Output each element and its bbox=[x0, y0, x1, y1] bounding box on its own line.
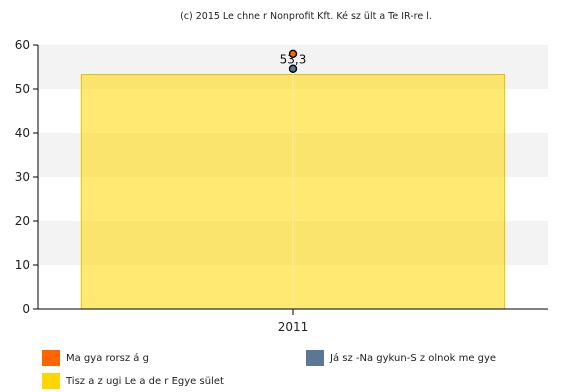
y-tick-label: 60 bbox=[15, 38, 30, 52]
legend-item-hungary: Ma gya rorsz á g bbox=[42, 350, 149, 366]
y-tick-label: 10 bbox=[15, 258, 30, 272]
legend-label: Já sz -Na gykun-S z olnok me gye bbox=[330, 352, 497, 364]
legend: Ma gya rorsz á g Já sz -Na gykun-S z oln… bbox=[42, 347, 542, 391]
legend-swatch bbox=[42, 350, 60, 366]
point bbox=[288, 49, 298, 58]
legend-swatch bbox=[306, 350, 324, 366]
y-tick-label: 0 bbox=[22, 302, 30, 316]
legend-swatch bbox=[42, 373, 60, 389]
x-tick-label: 2011 bbox=[278, 320, 309, 334]
legend-item-county: Já sz -Na gykun-S z olnok me gye bbox=[306, 350, 496, 366]
legend-item-leader: Tisz a z ugi Le a de r Egye sület bbox=[42, 373, 224, 389]
y-tick-label: 20 bbox=[15, 214, 30, 228]
point bbox=[288, 64, 298, 73]
points: 53,3 bbox=[280, 49, 307, 73]
bar bbox=[80, 73, 506, 310]
y-axis: 0 10 20 30 40 50 60 bbox=[15, 38, 39, 316]
data-label: 53,3 bbox=[280, 52, 307, 66]
y-tick-label: 30 bbox=[15, 170, 30, 184]
legend-label: Ma gya rorsz á g bbox=[66, 352, 149, 364]
y-tick-label: 50 bbox=[15, 82, 30, 96]
legend-label: Tisz a z ugi Le a de r Egye sület bbox=[66, 375, 224, 387]
chart-credit: (c) 2015 Le chne r Nonprofit Kft. Ké sz … bbox=[180, 11, 432, 22]
bars bbox=[80, 45, 506, 310]
x-axis: 2011 bbox=[38, 308, 548, 334]
y-tick-label: 40 bbox=[15, 126, 30, 140]
